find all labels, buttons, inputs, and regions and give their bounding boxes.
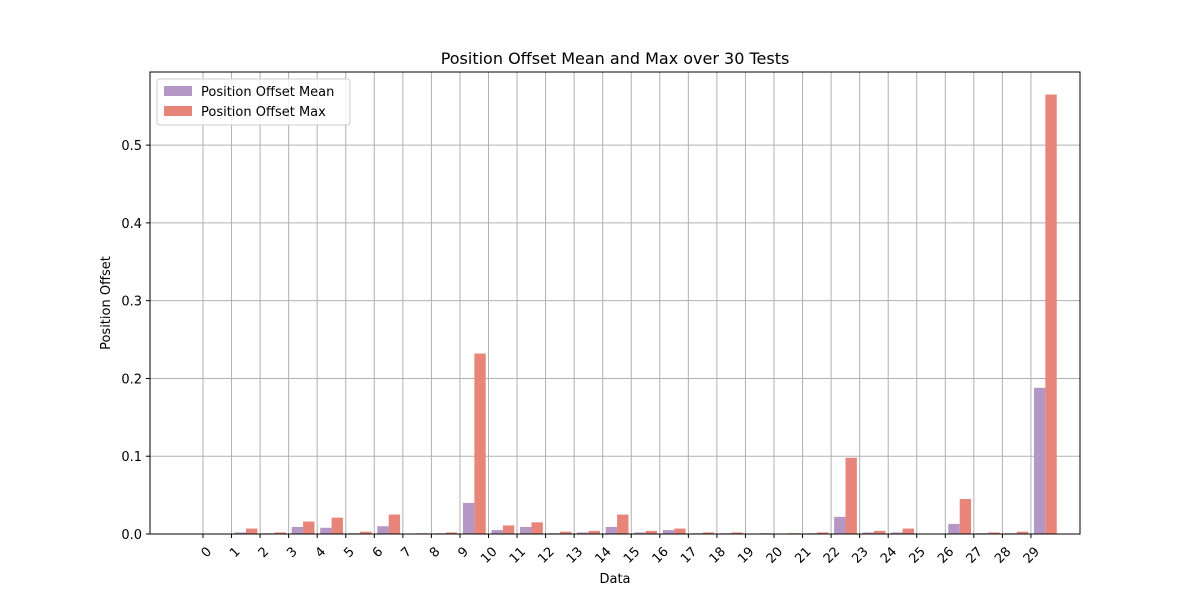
bar-max <box>560 531 572 534</box>
y-axis-title: Position Offset <box>99 256 114 350</box>
x-tick-label: 29 <box>1021 544 1043 566</box>
y-tick-label: 0.5 <box>121 139 142 154</box>
bar-max <box>845 457 857 534</box>
ticks: 0 1 2 3 4 5 6 7 8 9 10 11 12 13 14 15 16 17 18 19 20 21 22 23 24… <box>121 139 1043 567</box>
bar-max <box>816 532 829 534</box>
x-tick-label: 15 <box>621 544 643 566</box>
x-tick-label: 9 <box>456 544 472 560</box>
plot-frame <box>149 71 1081 535</box>
x-tick-label: 22 <box>821 544 843 566</box>
y-tick-label: 0.4 <box>121 217 142 232</box>
bar-max <box>902 528 914 534</box>
legend-box <box>156 78 351 126</box>
bar-max <box>588 530 600 534</box>
x-tick-label: 23 <box>849 544 871 566</box>
y-tick-label: 0.3 <box>121 295 142 310</box>
bar-max <box>988 532 1000 534</box>
x-tick-label: 6 <box>370 544 386 560</box>
bar-mean <box>948 523 960 534</box>
x-tick-label: 13 <box>564 544 586 566</box>
bar-mean <box>862 532 875 534</box>
bar-mean <box>462 502 475 534</box>
bar-max <box>303 521 315 534</box>
bar-max <box>702 532 715 534</box>
bar-mean <box>577 532 589 534</box>
x-tick-label: 4 <box>313 544 329 560</box>
legend-label-max: Position Offset Max <box>201 105 326 120</box>
chart-title: Position Offset Mean and Max over 30 Tes… <box>441 49 790 68</box>
bar-max <box>959 499 972 534</box>
x-tick-label: 14 <box>592 544 614 566</box>
bar-mean <box>377 526 389 534</box>
x-tick-label: 16 <box>650 544 672 566</box>
x-tick-label: 12 <box>535 544 557 566</box>
bar-max <box>274 532 286 534</box>
bar-max <box>674 528 686 534</box>
x-axis-title: Data <box>599 572 630 587</box>
y-tick-label: 0.0 <box>121 528 142 543</box>
x-tick-label: 5 <box>341 544 357 560</box>
x-tick-label: 3 <box>284 544 300 560</box>
bar-max <box>1016 531 1029 534</box>
bar-max <box>474 353 486 534</box>
bar-max <box>645 530 658 534</box>
bar-max <box>360 531 372 534</box>
x-tick-label: 11 <box>507 544 529 566</box>
bar-mean <box>605 527 618 534</box>
x-tick-label: 10 <box>478 544 500 566</box>
x-tick-label: 28 <box>992 544 1014 566</box>
bar-max <box>617 514 629 534</box>
bar-max <box>445 532 458 534</box>
x-tick-label: 2 <box>256 544 272 560</box>
y-tick-label: 0.2 <box>121 372 142 387</box>
bar-mean <box>520 527 532 534</box>
bars <box>234 94 1057 535</box>
bar-max <box>245 528 258 534</box>
legend-label-mean: Position Offset Mean <box>201 85 334 100</box>
bar-max <box>502 525 515 534</box>
x-tick-label: 17 <box>678 544 700 566</box>
bar-max <box>1045 94 1057 535</box>
bar-mean <box>834 516 846 534</box>
bar-max <box>731 532 743 534</box>
x-tick-label: 18 <box>707 544 729 566</box>
x-tick-label: 7 <box>398 544 414 560</box>
x-tick-label: 20 <box>764 544 786 566</box>
bar-mean <box>491 530 503 534</box>
bar-mean <box>891 532 903 534</box>
x-tick-label: 0 <box>199 544 215 560</box>
legend: Position Offset Mean Position Offset Max <box>156 78 351 126</box>
bar-max <box>874 530 886 534</box>
bar-mean <box>1033 387 1046 534</box>
y-tick-label: 0.1 <box>121 450 142 465</box>
bar-mean <box>634 532 646 534</box>
bar-mean <box>320 527 332 534</box>
x-tick-label: 27 <box>964 544 986 566</box>
x-tick-label: 21 <box>792 544 814 566</box>
x-tick-label: 19 <box>735 544 757 566</box>
bar-mean <box>291 527 304 534</box>
legend-swatch-mean <box>164 86 192 96</box>
legend-swatch-max <box>164 106 192 116</box>
x-tick-label: 26 <box>935 544 957 566</box>
bar-mean <box>234 532 246 534</box>
x-tick-label: 8 <box>427 544 443 560</box>
bar-max <box>531 522 543 534</box>
x-tick-label: 1 <box>227 544 243 560</box>
x-tick-label: 25 <box>906 544 928 566</box>
bar-mean <box>662 530 675 534</box>
bar-max <box>388 514 401 534</box>
bar-max <box>331 517 343 534</box>
x-tick-label: 24 <box>878 544 900 566</box>
grid <box>150 72 1080 535</box>
